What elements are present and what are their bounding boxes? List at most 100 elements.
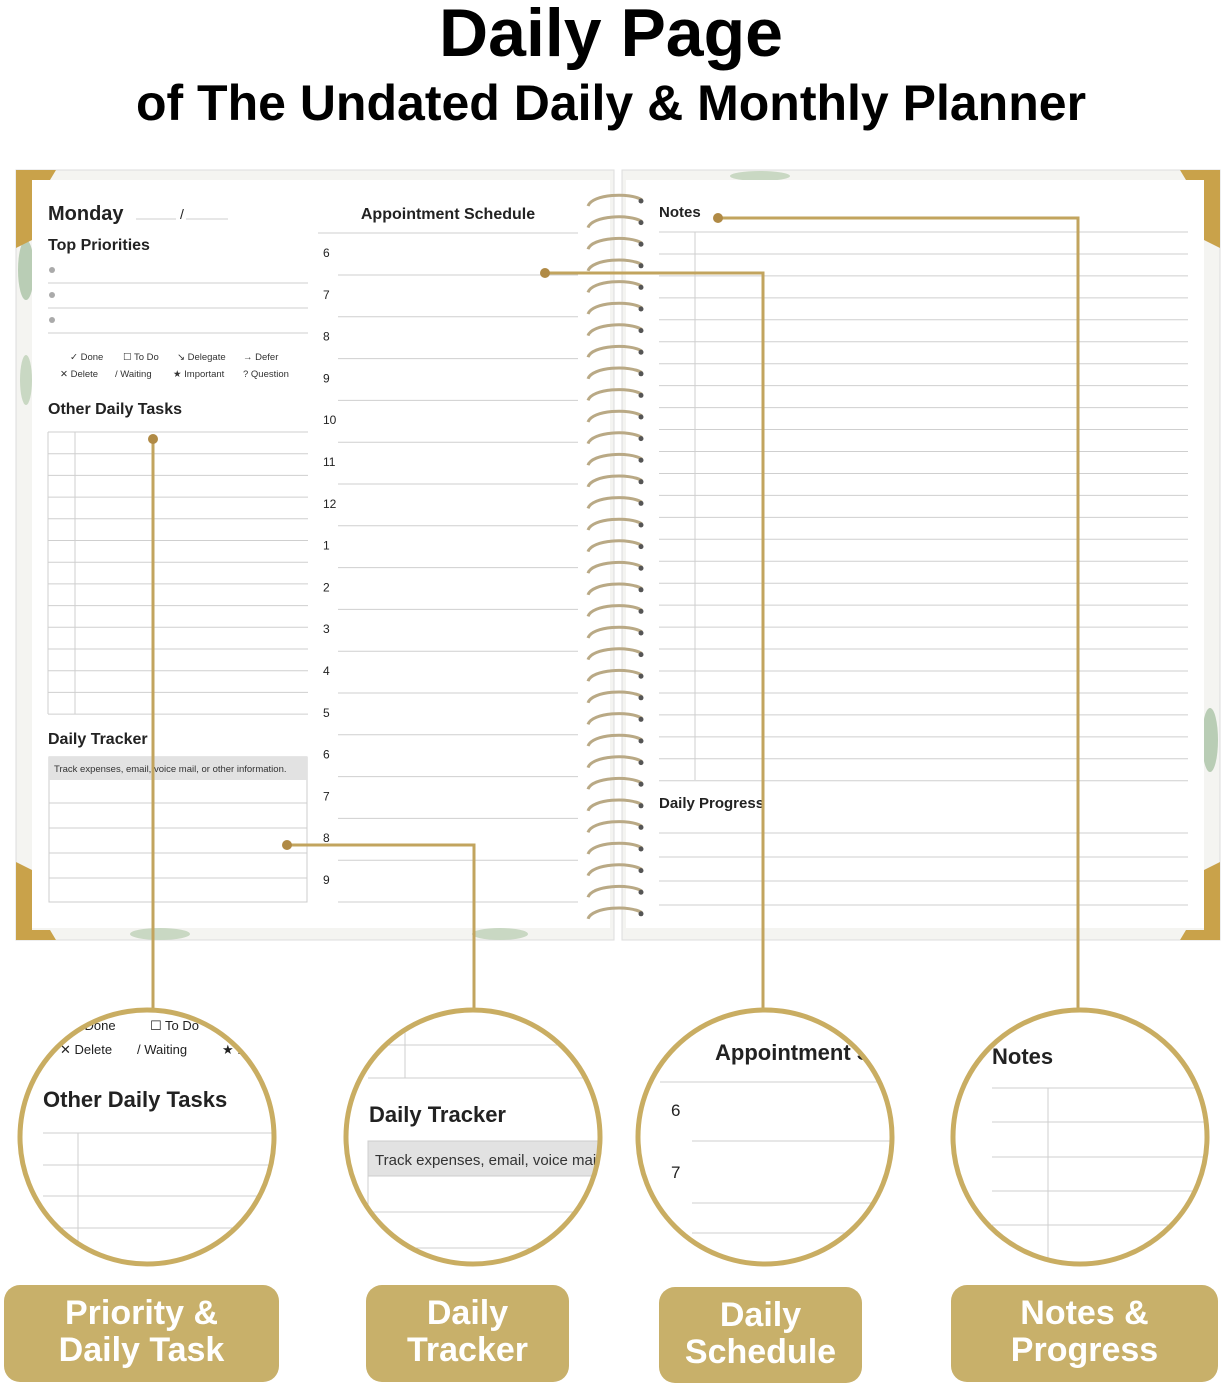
hole xyxy=(638,500,644,506)
text: 8 xyxy=(323,831,330,845)
coil xyxy=(586,668,643,683)
hole xyxy=(638,306,644,312)
text: Notes xyxy=(659,204,701,221)
text: 6 xyxy=(323,748,330,762)
text: Monday xyxy=(48,203,124,225)
coil xyxy=(586,884,643,899)
text: 12 xyxy=(323,497,337,511)
hole xyxy=(638,220,644,226)
coil xyxy=(586,712,643,726)
text: ☐ To Do xyxy=(150,1018,199,1033)
connector xyxy=(287,843,476,1008)
text: Appointment Schedule xyxy=(715,1040,955,1065)
text: Daily Progress xyxy=(659,795,764,812)
coil xyxy=(586,755,643,769)
coil xyxy=(586,733,643,747)
hole xyxy=(638,587,644,593)
coil xyxy=(586,258,643,272)
connector-dot xyxy=(282,840,292,850)
coil xyxy=(586,323,643,337)
text: 6 xyxy=(671,1101,680,1120)
hole xyxy=(638,803,644,809)
zoom-circle-bg xyxy=(638,1010,892,1264)
connector xyxy=(718,216,1080,1008)
coil xyxy=(586,776,643,791)
text: Other Daily Tasks xyxy=(43,1087,227,1112)
coil xyxy=(586,582,643,596)
zoom-circle-ring xyxy=(17,1007,277,1267)
text: Progress xyxy=(1011,1331,1158,1369)
hole xyxy=(638,349,644,355)
coil xyxy=(586,193,643,207)
zoom-circle-bg xyxy=(953,1010,1207,1264)
bullet xyxy=(49,292,55,298)
label-box xyxy=(659,1287,862,1383)
text: ✓ Done xyxy=(70,352,103,363)
hole xyxy=(638,608,644,614)
hole xyxy=(638,652,644,658)
hole xyxy=(638,565,644,571)
coil xyxy=(586,496,643,510)
hole xyxy=(638,824,644,830)
hole xyxy=(638,436,644,442)
connector-dot xyxy=(713,213,723,223)
hole xyxy=(638,263,644,269)
text: 3 xyxy=(323,622,330,636)
text: Notes & xyxy=(1020,1294,1148,1332)
text: 7 xyxy=(671,1163,680,1182)
hole xyxy=(638,911,644,917)
hole xyxy=(638,673,644,679)
coil xyxy=(586,625,643,639)
text: ✕ Delete xyxy=(60,369,98,380)
text: Daily xyxy=(720,1296,801,1334)
coil xyxy=(586,517,643,531)
text: Daily xyxy=(427,1294,508,1332)
text: 7 xyxy=(323,288,330,302)
text: ↘ Delegate xyxy=(177,352,226,363)
title: Daily Page xyxy=(439,0,783,71)
hole xyxy=(638,846,644,852)
text: / Waiting xyxy=(137,1042,187,1057)
hole xyxy=(638,522,644,528)
coil xyxy=(586,539,643,553)
hole xyxy=(638,889,644,895)
coil xyxy=(586,841,643,855)
hole xyxy=(638,544,644,550)
text: ? Question xyxy=(243,369,289,380)
coil xyxy=(586,280,643,294)
text: / Waiting xyxy=(115,369,152,380)
hole xyxy=(638,414,644,420)
coil xyxy=(586,452,643,467)
label-box xyxy=(366,1285,569,1382)
coil xyxy=(586,863,643,877)
coil xyxy=(586,906,643,920)
subtitle: of The Undated Daily & Monthly Planner xyxy=(136,75,1086,131)
tracker-hint-bg xyxy=(49,757,307,780)
hole xyxy=(638,760,644,766)
hole xyxy=(638,371,644,377)
text: 11 xyxy=(323,455,336,469)
tracker-hint-bg xyxy=(367,1140,598,1177)
coil xyxy=(586,474,643,488)
text: 8 xyxy=(323,330,330,344)
hole xyxy=(638,241,644,247)
text: Daily Tracker xyxy=(369,1102,506,1127)
zoom-circle-ring xyxy=(343,1007,603,1267)
text: → Defer xyxy=(243,352,278,363)
text: Schedule xyxy=(685,1333,836,1371)
text: / xyxy=(180,206,184,222)
coil xyxy=(586,798,643,812)
text: 9 xyxy=(323,371,330,385)
text: 4 xyxy=(323,664,330,678)
coil xyxy=(586,431,643,445)
label-box xyxy=(4,1285,279,1382)
coil xyxy=(586,388,643,402)
zoom-circle-bg xyxy=(20,1010,274,1264)
hole xyxy=(638,328,644,334)
coil xyxy=(586,604,643,618)
coil xyxy=(586,301,643,315)
hole xyxy=(638,284,644,290)
coil xyxy=(586,215,643,229)
connector xyxy=(545,271,765,1008)
